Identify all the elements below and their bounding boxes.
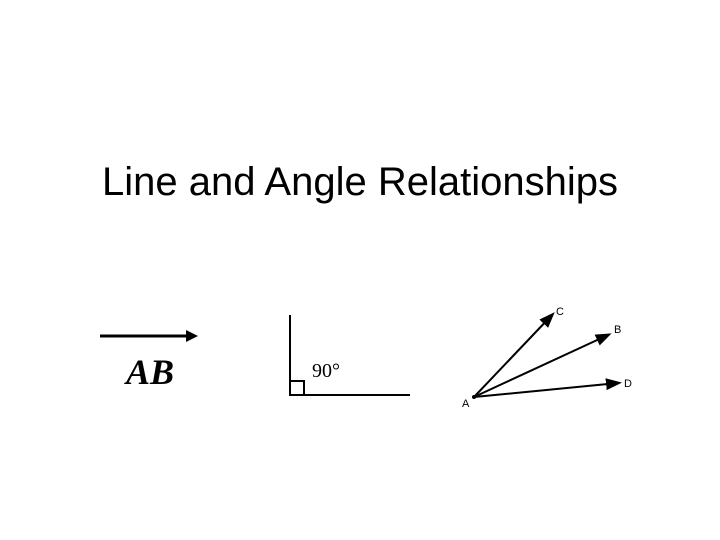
ray-vertex-label-a: A [462,398,470,410]
multiple-rays-icon: A C B D [460,305,640,415]
page-title: Line and Angle Relationships [0,160,720,205]
ray-end-label-d: D [624,378,632,390]
figure-right-angle: 90° [260,305,420,415]
right-angle-icon: 90° [260,305,420,415]
right-angle-label: 90° [312,360,340,382]
ray-overline-arrow-icon [98,326,198,346]
ray-label-ab: AB [126,351,174,393]
ray-label-b: B [150,352,174,392]
ray-label-a: A [126,352,150,392]
figure-ray-ab: AB [80,320,220,400]
figure-multiple-rays: A C B D [460,305,640,415]
ray-end-label-b: B [614,324,621,336]
slide: Line and Angle Relationships AB 90° [0,0,720,540]
ray-end-label-c: C [556,306,564,318]
figures-row: AB 90° [0,300,720,420]
